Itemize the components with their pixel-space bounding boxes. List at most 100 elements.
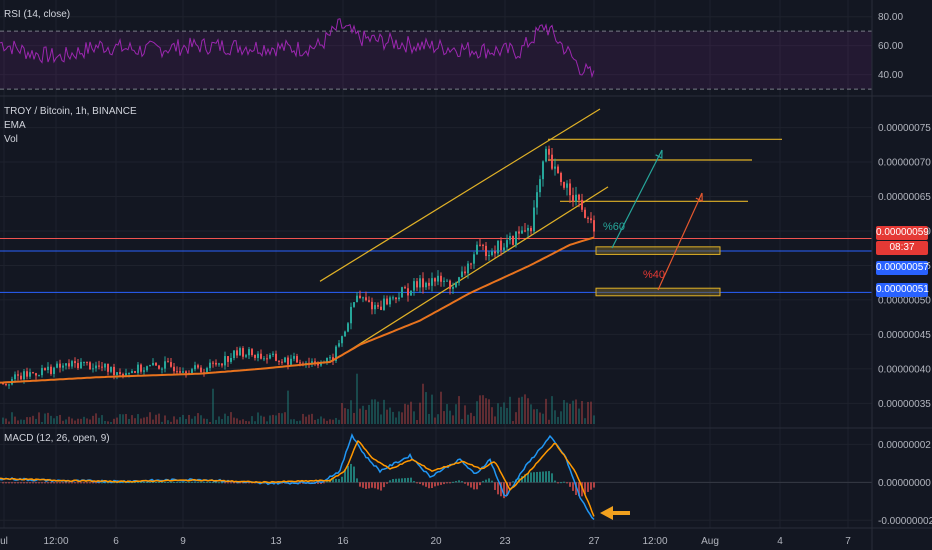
- candle-body: [263, 358, 265, 360]
- volume-bar: [476, 401, 478, 424]
- macd-histogram-bar: [587, 482, 589, 492]
- candle-body: [146, 366, 148, 371]
- macd-histogram-bar: [38, 482, 40, 484]
- candle-body: [317, 363, 319, 366]
- volume-label: Vol: [4, 134, 18, 145]
- channel-lower-line: [339, 186, 609, 357]
- volume-bar: [464, 405, 466, 424]
- candle-body: [476, 244, 478, 255]
- candle-body: [548, 148, 550, 155]
- price-axis-label: 0.00000002: [878, 440, 931, 451]
- volume-bar: [44, 413, 46, 424]
- macd-histogram-bar: [467, 482, 469, 486]
- volume-bar: [50, 415, 52, 424]
- macd-pane: [0, 432, 872, 521]
- candle-body: [284, 357, 286, 363]
- volume-bar: [212, 388, 214, 424]
- candle-body: [17, 374, 19, 376]
- candle-body: [593, 220, 595, 232]
- candle-body: [575, 194, 577, 202]
- candle-body: [419, 278, 421, 288]
- macd-histogram-bar: [572, 482, 574, 491]
- candle-body: [86, 361, 88, 363]
- macd-histogram-bar: [173, 481, 175, 483]
- macd-histogram-bar: [527, 473, 529, 483]
- volume-bar: [287, 390, 289, 424]
- macd-histogram-bar: [452, 481, 454, 483]
- volume-bar: [326, 420, 328, 424]
- candle-body: [311, 361, 313, 364]
- volume-bar: [365, 409, 367, 424]
- candle-body: [335, 346, 337, 361]
- macd-histogram-bar: [377, 482, 379, 490]
- volume-bar: [359, 408, 361, 424]
- time-axis-label: 16: [337, 536, 349, 547]
- candle-body: [428, 282, 430, 286]
- rsi-line: [0, 18, 595, 79]
- volume-bar: [332, 419, 334, 424]
- volume-bar: [164, 415, 166, 424]
- volume-bar: [281, 413, 283, 424]
- macd-histogram-bar: [488, 478, 490, 483]
- volume-bar: [398, 411, 400, 424]
- volume-bar: [278, 412, 280, 424]
- macd-histogram-bar: [104, 482, 106, 484]
- volume-bar: [272, 414, 274, 424]
- candle-body: [449, 280, 451, 289]
- volume-bar: [257, 412, 259, 424]
- volume-bar: [392, 411, 394, 424]
- candle-body: [440, 275, 442, 282]
- macd-histogram-bar: [185, 481, 187, 483]
- candle-body: [497, 240, 499, 254]
- macd-histogram-bar: [68, 482, 70, 484]
- candle-body: [53, 367, 55, 374]
- time-axis-label: 12:00: [43, 536, 68, 547]
- volume-bar: [62, 420, 64, 424]
- volume-bar: [389, 407, 391, 424]
- macd-histogram-bar: [20, 482, 22, 484]
- macd-histogram-bar: [320, 482, 322, 484]
- macd-histogram-bar: [176, 481, 178, 483]
- volume-bar: [263, 416, 265, 424]
- volume-bar: [563, 400, 565, 424]
- volume-bar: [131, 415, 133, 424]
- macd-histogram-bar: [422, 482, 424, 486]
- macd-histogram-bar: [374, 482, 376, 489]
- volume-bar: [374, 399, 376, 424]
- macd-histogram-bar: [416, 482, 418, 484]
- macd-histogram-bar: [335, 478, 337, 483]
- macd-histogram-bar: [485, 479, 487, 483]
- volume-bar: [455, 404, 457, 424]
- volume-bar: [461, 419, 463, 424]
- candle-body: [518, 231, 520, 234]
- macd-histogram-bar: [413, 481, 415, 483]
- candle-body: [161, 368, 163, 370]
- macd-histogram-bar: [584, 482, 586, 495]
- candle-body: [74, 361, 76, 364]
- volume-bar: [125, 414, 127, 424]
- candle-body: [485, 245, 487, 256]
- candle-body: [83, 361, 85, 363]
- level-tag-upper: 0.00000057: [876, 261, 929, 275]
- macd-histogram-bar: [191, 481, 193, 483]
- macd-histogram-bar: [575, 482, 577, 495]
- price-axis-label: 0.00000040: [878, 364, 931, 375]
- macd-histogram-bar: [140, 482, 142, 484]
- macd-histogram-bar: [74, 482, 76, 484]
- macd-histogram-bar: [143, 482, 145, 484]
- volume-bar: [11, 412, 13, 424]
- macd-histogram-bar: [53, 482, 55, 484]
- macd-histogram-bar: [551, 473, 553, 483]
- price-series-label: TROY / Bitcoin, 1h, BINANCE: [4, 106, 137, 117]
- macd-histogram-bar: [239, 482, 241, 484]
- macd-histogram-bar: [479, 482, 481, 486]
- volume-bar: [47, 412, 49, 424]
- volume-bar: [485, 398, 487, 424]
- volume-bar: [203, 418, 205, 424]
- macd-histogram-bar: [8, 482, 10, 484]
- candle-body: [293, 356, 295, 359]
- target-zone: [595, 287, 721, 297]
- candle-body: [200, 367, 202, 373]
- candle-body: [587, 217, 589, 219]
- candle-body: [482, 244, 484, 246]
